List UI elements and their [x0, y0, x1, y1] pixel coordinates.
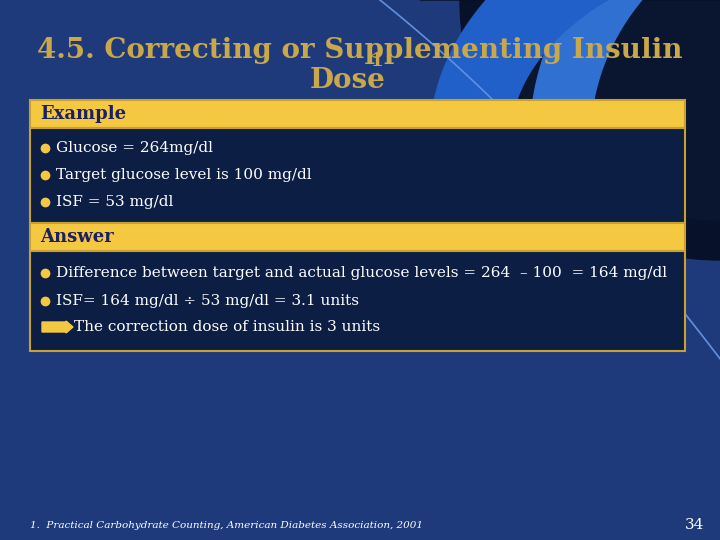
Text: Difference between target and actual glucose levels = 264  – 100  = 164 mg/dl: Difference between target and actual glu… — [56, 266, 667, 280]
Text: Answer: Answer — [40, 228, 114, 246]
FancyArrow shape — [42, 321, 73, 333]
FancyBboxPatch shape — [30, 251, 685, 351]
Circle shape — [500, 0, 720, 220]
Text: 1.  Practical Carbohydrate Counting, American Diabetes Association, 2001: 1. Practical Carbohydrate Counting, Amer… — [30, 521, 423, 530]
Text: ISF= 164 mg/dl ÷ 53 mg/dl = 3.1 units: ISF= 164 mg/dl ÷ 53 mg/dl = 3.1 units — [56, 294, 359, 308]
Text: The correction dose of insulin is 3 units: The correction dose of insulin is 3 unit… — [74, 320, 380, 334]
Text: Glucose = 264mg/dl: Glucose = 264mg/dl — [56, 141, 213, 155]
Text: ISF = 53 mg/dl: ISF = 53 mg/dl — [56, 195, 174, 209]
Text: Target glucose level is 100 mg/dl: Target glucose level is 100 mg/dl — [56, 168, 312, 182]
Polygon shape — [430, 0, 680, 236]
FancyBboxPatch shape — [30, 128, 685, 223]
Text: 1: 1 — [371, 52, 383, 70]
Text: 4.5. Correcting or Supplementing Insulin: 4.5. Correcting or Supplementing Insulin — [37, 37, 683, 64]
FancyBboxPatch shape — [30, 223, 685, 251]
Polygon shape — [530, 0, 683, 284]
Circle shape — [460, 0, 720, 260]
Text: 34: 34 — [685, 518, 705, 532]
Polygon shape — [480, 0, 720, 160]
Text: Example: Example — [40, 105, 126, 123]
Text: Dose: Dose — [310, 66, 386, 93]
FancyBboxPatch shape — [30, 100, 685, 128]
